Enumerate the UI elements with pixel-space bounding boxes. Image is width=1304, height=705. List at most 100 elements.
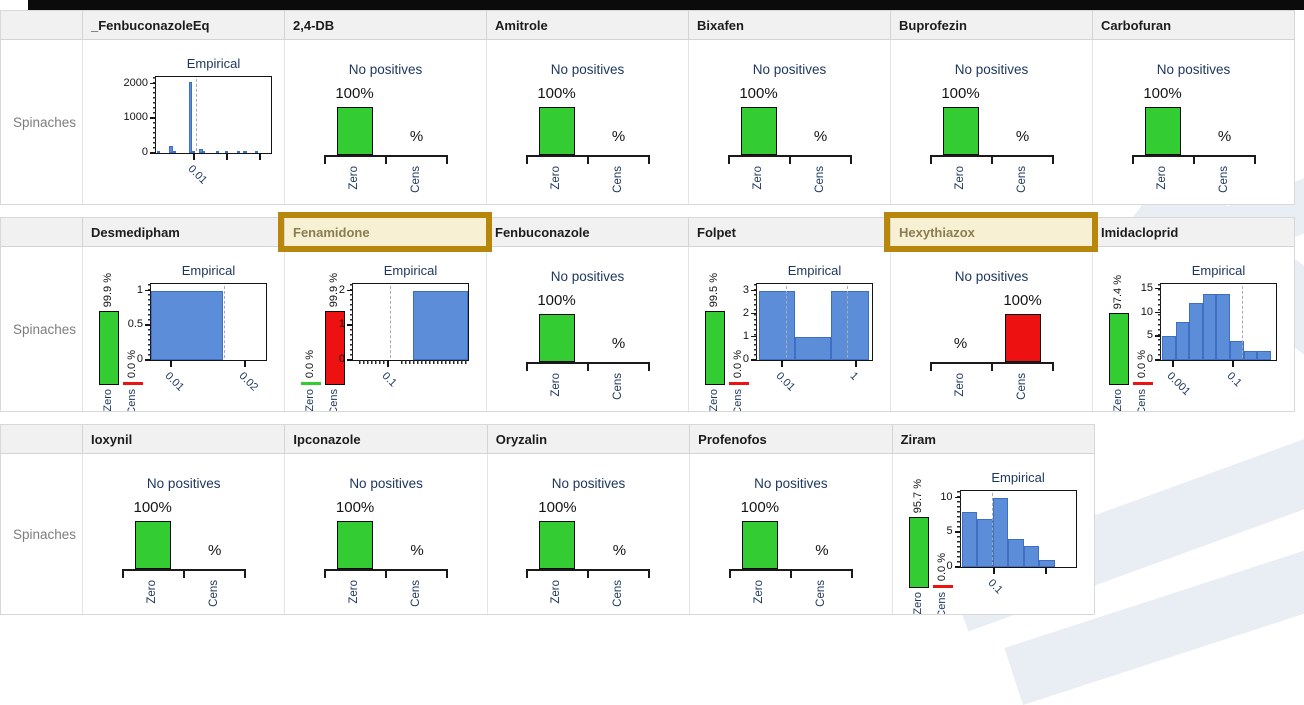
cens-axis-label: Cens — [1217, 166, 1230, 193]
x-axis-tick — [1172, 360, 1175, 367]
panel-header-imidacloprid[interactable]: Imidacloprid — [1092, 218, 1294, 246]
panel-header-ipconazole[interactable]: Ipconazole — [284, 425, 486, 453]
panel-header-ioxynil[interactable]: Ioxynil — [82, 425, 284, 453]
cens-axis-label: Cens — [611, 373, 624, 400]
y-axis-minor-ticks — [152, 77, 156, 153]
row-label: Spinaches — [13, 114, 77, 130]
panel-header-desmedipham[interactable]: Desmedipham — [82, 218, 284, 246]
panel-header-oryzalin[interactable]: Oryzalin — [486, 425, 689, 453]
histogram-bar — [1243, 350, 1258, 360]
panel-header-ziram[interactable]: Ziram — [891, 425, 1094, 453]
zero-bar — [741, 521, 778, 569]
axis-tick — [121, 571, 124, 578]
panel-header-2-4-db[interactable]: 2,4-DB — [284, 11, 486, 39]
zero-axis-label: Zero — [708, 389, 720, 411]
histogram-bar — [157, 150, 161, 153]
panel-cell-folpet: 99.5 % Zero 0.0 % Cens Empirical 0 1 2 3 0.01 1 — [688, 247, 890, 411]
axis-baseline — [727, 155, 852, 157]
facet-header-row: _FenbuconazoleEq 2,4-DB Amitrole Bixafen Bup… — [1, 11, 1294, 40]
panel-cell-bixafen: No positives 100% Zero% Cens — [688, 40, 890, 204]
panel-cell-2-4-db: No positives 100% Zero% Cens — [284, 40, 486, 204]
panel-header-fenbuconazoleeq[interactable]: _FenbuconazoleEq — [82, 11, 284, 39]
zero-axis-label: Zero — [550, 580, 563, 604]
zero-axis-label: Zero — [348, 580, 361, 604]
panel-cell-desmedipham: 99.9 % Zero 0.0 % Cens Empirical 0 0.5 1 0.01 0.0… — [82, 247, 284, 411]
no-positives-label: No positives — [349, 476, 423, 491]
y-tick-label: 0 — [742, 353, 749, 365]
y-axis-tick — [954, 531, 961, 533]
zero-axis-label: Zero — [751, 166, 764, 190]
zero-cens-axis: 100% Zero% Cens — [728, 499, 853, 607]
y-tick-label: 1 — [136, 283, 143, 296]
axis-tick — [1253, 157, 1256, 164]
zero-bar — [740, 107, 777, 155]
panel-header-amitrole[interactable]: Amitrole — [486, 11, 688, 39]
y-tick-label: 0 — [141, 146, 148, 158]
histogram-bar — [1039, 560, 1055, 567]
panel-header-fenbuconazole[interactable]: Fenbuconazole — [486, 218, 688, 246]
histogram-bar — [1216, 293, 1230, 360]
histogram-bar — [412, 290, 468, 360]
histogram: Empirical 0 1 2 0.1 — [339, 263, 469, 389]
axis-tick — [728, 571, 731, 578]
panel-cell-amitrole: No positives 100% Zero% Cens — [486, 40, 688, 204]
y-axis-tick — [954, 496, 961, 499]
cens-bar — [325, 311, 345, 385]
histogram-bar — [1023, 546, 1040, 567]
axis-baseline — [121, 569, 246, 571]
panel-cell-profenofos: No positives 100% Zero% Cens — [689, 454, 891, 614]
cens-percent-label: 100% — [1003, 292, 1042, 309]
no-positives-label: No positives — [550, 62, 625, 77]
panel-header-folpet[interactable]: Folpet — [688, 218, 890, 246]
axis-tick — [446, 571, 449, 578]
x-axis-tick — [386, 360, 389, 367]
panel-header-buprofezin[interactable]: Buprofezin — [890, 11, 1092, 39]
facet-block-row-2: Desmedipham Fenamidone Fenbuconazole Folpet… — [0, 217, 1295, 412]
zero-axis-label: Zero — [549, 373, 562, 397]
zero-percent-label: 100% — [739, 85, 778, 102]
cens-axis-label: Cens — [611, 166, 624, 193]
axis-tick — [182, 571, 185, 578]
zero-bar — [336, 107, 373, 155]
y-axis-minor-ticks — [957, 491, 961, 567]
y-tick-label: 0 — [946, 560, 953, 572]
histogram-plot-area: 0 5 10 0.1 — [940, 490, 1077, 596]
threshold-dashed-line — [846, 286, 848, 358]
axis-tick — [990, 364, 993, 371]
axis-tick — [586, 157, 589, 164]
histogram-bar — [236, 151, 240, 153]
panel-header-fenamidone[interactable]: Fenamidone — [284, 218, 486, 246]
zero-percent-label: 100% — [537, 292, 576, 309]
threshold-dashed-line — [195, 79, 197, 151]
no-positives-label: No positives — [348, 62, 423, 77]
panel-header-profenofos[interactable]: Profenofos — [689, 425, 891, 453]
x-axis-tick — [854, 360, 857, 367]
histogram-bar — [151, 290, 224, 360]
axis-tick — [929, 157, 932, 164]
y-axis-tick — [1155, 287, 1161, 290]
panel-header-hexythiazox[interactable]: Hexythiazox — [890, 218, 1092, 246]
histogram-bar — [961, 511, 978, 567]
zero-percent-label: 100% — [335, 499, 375, 516]
axis-tick — [648, 571, 651, 578]
panel-header-bixafen[interactable]: Bixafen — [688, 11, 890, 39]
zero-axis-label: Zero — [1155, 166, 1168, 190]
histogram: Empirical 0 1 2 3 0.01 1 — [743, 263, 873, 394]
cens-axis-label: Cens — [1015, 373, 1028, 400]
y-axis-tick — [954, 566, 961, 568]
axis-baseline — [525, 155, 650, 157]
cens-axis-label: Cens — [814, 580, 827, 607]
cens-axis-label: Cens — [813, 166, 826, 193]
threshold-dashed-line — [991, 493, 993, 565]
panel-header-carbofuran[interactable]: Carbofuran — [1092, 11, 1294, 39]
no-positives-label: No positives — [954, 269, 1029, 284]
panel-cell-fenamidone: 0.0 % Zero 99.9 % Cens Empirical 0 1 2 0.1 — [284, 247, 486, 411]
axis-baseline — [323, 155, 448, 157]
row-label-header-cell — [1, 11, 82, 39]
axis-tick — [850, 571, 853, 578]
panel-cell-ioxynil: No positives 100% Zero% Cens — [82, 454, 284, 614]
cens-axis-label: Cens — [410, 580, 423, 607]
cens-percent-label: % — [813, 128, 828, 145]
zero-bar — [942, 107, 979, 155]
axis-tick — [525, 157, 528, 164]
